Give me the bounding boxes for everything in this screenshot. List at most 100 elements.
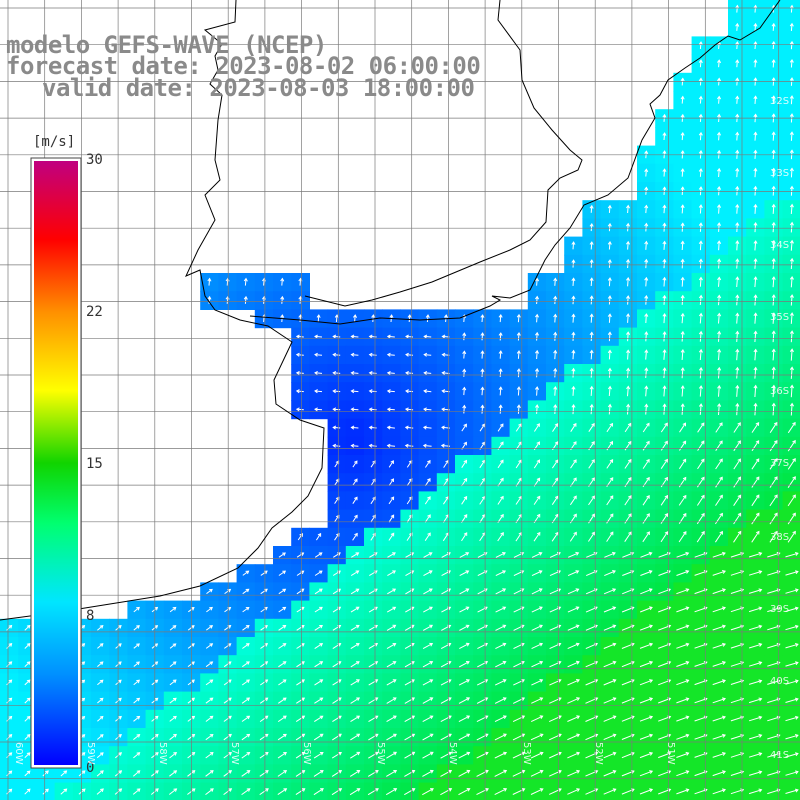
wind-arrow-head <box>521 715 526 719</box>
wind-arrow-head <box>649 642 654 647</box>
wind-arrow <box>351 445 359 447</box>
wind-arrow <box>533 532 541 542</box>
wind-arrow <box>660 531 669 543</box>
wind-arrow-head <box>539 679 544 683</box>
wind-arrow-head <box>701 494 705 499</box>
wind-arrow-head <box>571 259 576 264</box>
wind-arrow-head <box>758 642 763 647</box>
wind-arrow <box>387 408 395 411</box>
wind-arrow <box>569 532 577 542</box>
wind-arrow <box>748 716 762 722</box>
wind-arrow <box>767 734 780 740</box>
wind-arrow-head <box>607 204 612 209</box>
wind-arrow-head <box>282 570 287 575</box>
wind-arrow-head <box>423 334 428 339</box>
wind-arrow <box>188 607 195 613</box>
wind-arrow <box>754 240 757 251</box>
wind-arrow <box>531 679 543 686</box>
wind-arrow <box>639 770 653 777</box>
wind-arrow <box>477 624 488 631</box>
wind-arrow <box>350 570 359 577</box>
wind-arrow <box>769 476 778 488</box>
wind-arrow-head <box>649 788 654 793</box>
wind-arrow-head <box>503 751 508 756</box>
wind-arrow <box>169 607 177 613</box>
wind-arrow <box>590 314 593 323</box>
wind-arrow <box>442 514 449 523</box>
wind-arrow <box>531 588 543 595</box>
wind-arrow-head <box>612 570 616 574</box>
wind-arrow <box>187 734 195 741</box>
wind-arrow <box>767 661 780 667</box>
wind-arrow <box>208 278 211 286</box>
wind-arrow <box>278 643 286 649</box>
wind-arrow <box>458 788 470 796</box>
wind-arrow-head <box>368 370 373 375</box>
wind-arrow <box>603 752 616 759</box>
wind-arrow <box>424 460 431 468</box>
lat-label-39s: 39S <box>770 604 790 615</box>
wind-arrow <box>351 552 359 558</box>
wind-arrow-head <box>607 349 612 354</box>
wind-arrow-head <box>662 276 667 281</box>
wind-arrow-head <box>466 715 471 720</box>
wind-arrow <box>314 335 323 338</box>
wind-arrow <box>570 459 577 469</box>
wind-arrow-head <box>662 150 667 154</box>
wind-arrow-head <box>626 385 631 390</box>
wind-arrow-head <box>789 113 794 118</box>
wind-arrow-head <box>626 276 631 281</box>
wind-arrow-head <box>539 642 544 647</box>
wind-arrow-head <box>626 222 631 227</box>
wind-arrow <box>772 349 775 361</box>
wind-arrow <box>767 680 780 685</box>
wind-arrow <box>572 242 575 250</box>
wind-arrow <box>533 496 541 505</box>
wind-arrow <box>24 788 31 795</box>
wind-arrow <box>424 478 431 487</box>
wind-arrow <box>333 335 341 338</box>
wind-arrow-head <box>538 552 543 556</box>
wind-arrow-head <box>753 384 758 389</box>
wind-arrow-head <box>502 660 507 665</box>
wind-arrow <box>241 788 251 796</box>
wind-arrow-head <box>627 422 632 427</box>
wind-arrow <box>187 752 195 759</box>
wind-arrow <box>387 426 395 429</box>
wind-arrow-head <box>701 530 705 535</box>
wind-arrow <box>694 643 707 649</box>
wind-arrow <box>440 788 452 796</box>
wind-arrow-head <box>393 788 398 792</box>
wind-arrow <box>554 386 556 396</box>
wind-arrow-head <box>228 752 232 756</box>
wind-arrow-head <box>245 570 250 575</box>
wind-arrow-head <box>282 643 287 647</box>
wind-arrow <box>663 386 666 397</box>
wind-arrow <box>699 96 702 104</box>
wind-arrow <box>422 643 433 650</box>
wind-arrow-head <box>463 495 468 500</box>
wind-arrow-head <box>441 407 446 412</box>
wind-arrow <box>658 588 671 595</box>
colorbar-tick-8: 8 <box>86 608 95 624</box>
wind-arrow <box>645 187 647 195</box>
wind-arrow-head <box>392 570 397 574</box>
wind-arrow <box>697 422 705 433</box>
wind-arrow-head <box>465 552 470 556</box>
wind-arrow <box>314 354 323 356</box>
wind-arrow-head <box>753 95 758 100</box>
wind-arrow <box>751 531 760 543</box>
wind-arrow <box>386 606 396 613</box>
wind-arrow-head <box>789 22 794 27</box>
wind-arrow <box>333 390 341 393</box>
wind-arrow-head <box>589 385 594 390</box>
wind-arrow-head <box>753 113 758 118</box>
wind-arrow <box>787 531 796 543</box>
lat-label-38s: 38S <box>770 532 790 543</box>
wind-arrow <box>645 350 647 360</box>
wind-arrow-head <box>662 222 667 227</box>
wind-arrow <box>604 570 616 577</box>
wind-arrow <box>459 643 470 650</box>
wind-arrow-head <box>735 312 740 317</box>
wind-arrow-head <box>8 697 13 702</box>
